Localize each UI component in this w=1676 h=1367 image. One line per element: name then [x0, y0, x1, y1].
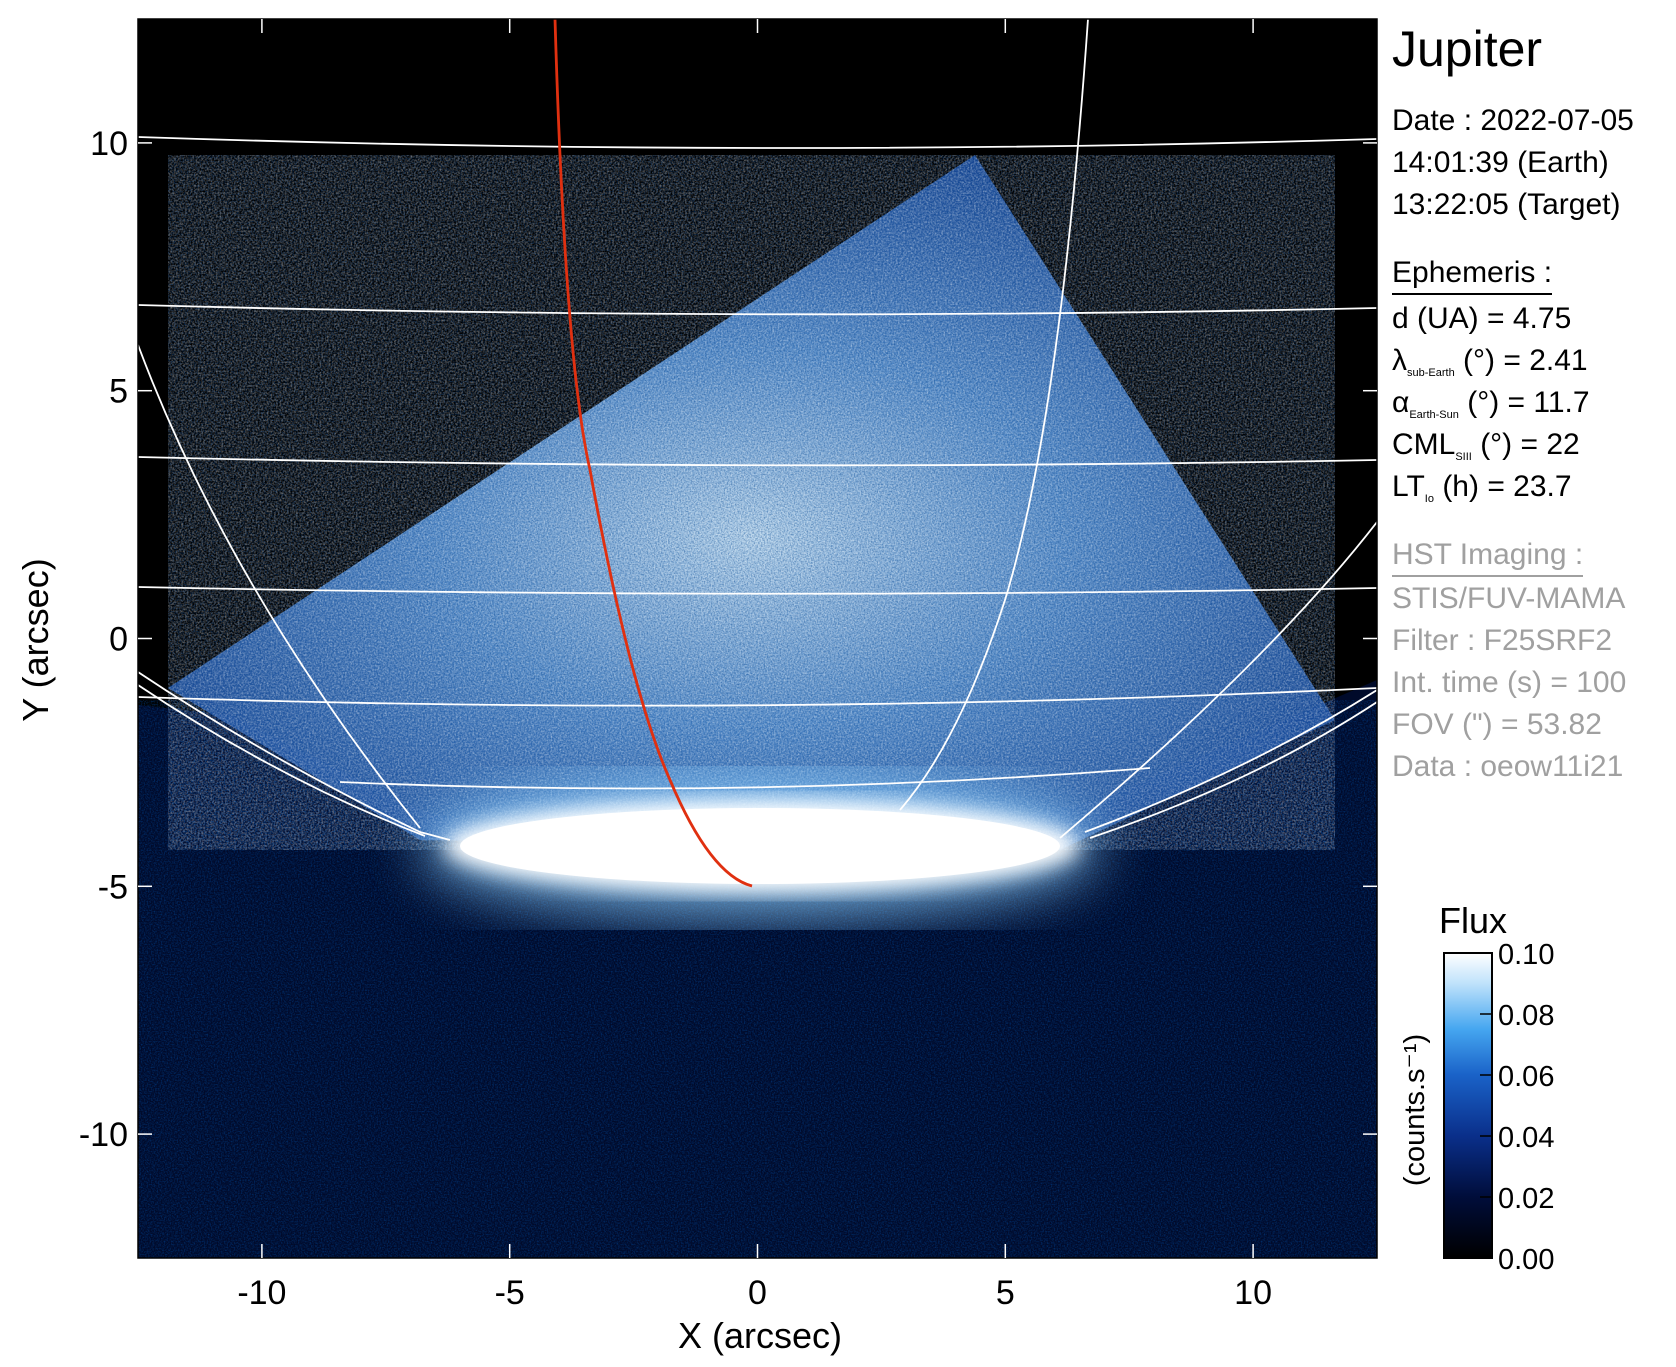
cml-value: (°) = 22 [1471, 428, 1580, 461]
filter: Filter : F25SRF2 [1392, 624, 1613, 657]
x-tick-label: 10 [1234, 1274, 1272, 1312]
x-tick-label: -10 [237, 1274, 286, 1312]
lt-symbol: LT [1392, 470, 1425, 503]
limb-line [138, 671, 451, 841]
lt-value: (h) = 23.7 [1433, 470, 1572, 503]
distance-value: d (UA) = 4.75 [1392, 302, 1572, 335]
x-tick-label: 5 [996, 1274, 1015, 1312]
integration-time: Int. time (s) = 100 [1392, 666, 1627, 699]
colorbar-tick-label: 0.08 [1498, 1000, 1554, 1032]
earth-time: 14:01:39 (Earth) [1392, 146, 1609, 179]
cml-subscript: SIII [1455, 451, 1472, 463]
dataset-id: Data : oeow11i21 [1392, 750, 1624, 783]
target-time: 13:22:05 (Target) [1392, 188, 1621, 221]
colorbar-tick-label: 0.04 [1498, 1122, 1554, 1154]
auroral-oval-core [460, 808, 1060, 884]
x-tick-label: 0 [748, 1274, 767, 1312]
chart-title: Jupiter [1392, 21, 1543, 77]
longitude-line [899, 19, 1089, 811]
colorbar-gradient [1443, 952, 1493, 1259]
latitude-line [138, 586, 1377, 595]
phase-subscript: Earth-Sun [1409, 409, 1459, 421]
latitude-line [138, 456, 1377, 467]
latitude-symbol: λ [1392, 344, 1407, 377]
latitude-line [138, 687, 1377, 707]
y-tick-label: 10 [90, 125, 128, 163]
colorbar-tick-label: 0.00 [1498, 1244, 1554, 1276]
instrument: STIS/FUV-MAMA [1392, 582, 1626, 615]
y-axis-ticks: -10 -5 0 5 10 [79, 125, 1377, 1154]
latitude-line [138, 304, 1377, 316]
planetographic-grid [138, 19, 1377, 841]
x-tick-label: -5 [495, 1274, 525, 1312]
cml-symbol: CML [1392, 428, 1456, 461]
y-tick-label: -5 [98, 868, 128, 906]
phase-symbol: α [1392, 386, 1410, 419]
colorbar-tick-label: 0.10 [1498, 939, 1554, 971]
field-of-view: FOV (") = 53.82 [1392, 708, 1602, 741]
x-axis-label: X (arcsec) [678, 1315, 842, 1356]
observation-date: Date : 2022-07-05 [1392, 104, 1634, 137]
hst-imaging-header: HST Imaging : [1392, 538, 1584, 577]
plot-area [138, 19, 1377, 1258]
x-axis-ticks: -10 -5 0 5 10 [237, 19, 1272, 1312]
colorbar-title: Flux [1439, 900, 1507, 941]
phase-angle: αEarth-Sun (°) = 11.7 [1392, 386, 1590, 432]
ephemeris-header: Ephemeris : [1392, 256, 1553, 295]
y-tick-label: -10 [79, 1116, 128, 1154]
limb-line [1089, 701, 1377, 839]
latitude-value: (°) = 2.41 [1454, 344, 1588, 377]
io-footprint-trace [553, 19, 753, 888]
colorbar-tick-label: 0.06 [1498, 1061, 1554, 1093]
limb-line [138, 684, 426, 837]
sub-earth-latitude: λsub-Earth (°) = 2.41 [1392, 344, 1588, 390]
colorbar-unit-label: (counts.s⁻¹) [1399, 1034, 1431, 1186]
limb-line [1084, 689, 1377, 833]
y-tick-label: 0 [109, 621, 128, 659]
detector-wedge-darkspeckle [168, 155, 1335, 850]
colorbar-ticks: 0.00 0.02 0.04 0.06 0.08 0.10 [1480, 939, 1554, 1276]
colorbar-tick-label: 0.02 [1498, 1183, 1554, 1215]
io-local-time: LTIo (h) = 23.7 [1392, 470, 1572, 516]
longitude-line [1059, 521, 1377, 839]
phase-value: (°) = 11.7 [1458, 386, 1590, 419]
longitude-line [138, 344, 421, 829]
y-axis-label: Y (arcsec) [15, 558, 56, 721]
latitude-subscript: sub-Earth [1407, 367, 1455, 379]
central-meridian-longitude: CMLSIII (°) = 22 [1392, 428, 1580, 474]
latitude-line [339, 767, 1151, 790]
colorbar: Flux 0.00 0.02 0.04 0.06 0.08 0.10 (counts.s⁻… [1399, 900, 1554, 1276]
y-tick-label: 5 [109, 373, 128, 411]
latitude-line [138, 136, 1377, 149]
lt-subscript: Io [1424, 493, 1434, 505]
